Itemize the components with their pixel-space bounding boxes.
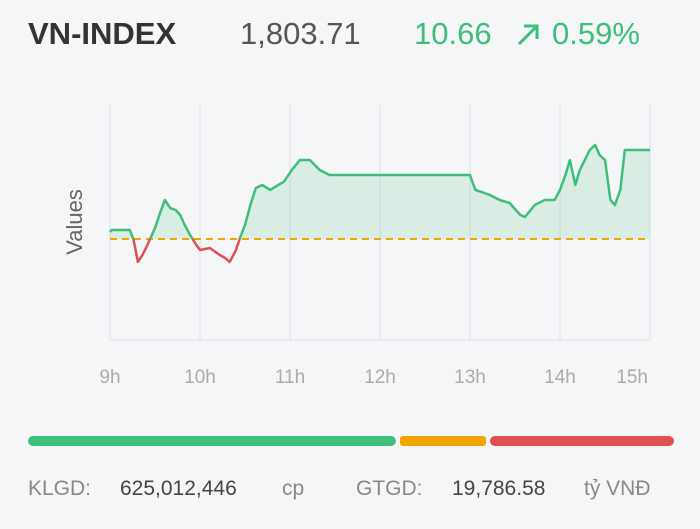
volume-unit: cp <box>282 477 305 500</box>
x-tick-label: 14h <box>544 367 576 388</box>
x-tick-label: 13h <box>454 367 486 388</box>
value-unit: tỷ VNĐ <box>584 477 651 500</box>
value-label: GTGD: <box>356 477 423 500</box>
unchanged-bar <box>400 436 486 446</box>
value-value: 19,786.58 <box>452 477 546 500</box>
x-tick-label: 15h <box>616 367 648 388</box>
volume-label: KLGD: <box>28 477 92 500</box>
x-tick-label: 11h <box>275 367 305 388</box>
index-title: VN-INDEX <box>28 16 177 51</box>
index-change-pct: 0.59% <box>552 16 640 51</box>
x-tick-label: 9h <box>99 367 120 388</box>
x-tick-label: 12h <box>364 367 396 388</box>
chart: Values 9h 10h 11h 12h 13h 14h 15h <box>62 105 651 388</box>
area-fill <box>110 144 650 239</box>
y-axis-label: Values <box>62 189 87 255</box>
volume-value: 625,012,446 <box>120 477 237 500</box>
declining-bar <box>490 436 674 446</box>
x-tick-label: 10h <box>184 367 216 388</box>
index-line <box>109 143 650 264</box>
up-arrow-icon <box>517 24 539 46</box>
advancing-bar <box>28 436 396 446</box>
index-change: 10.66 <box>414 16 492 51</box>
index-price: 1,803.71 <box>240 16 361 51</box>
